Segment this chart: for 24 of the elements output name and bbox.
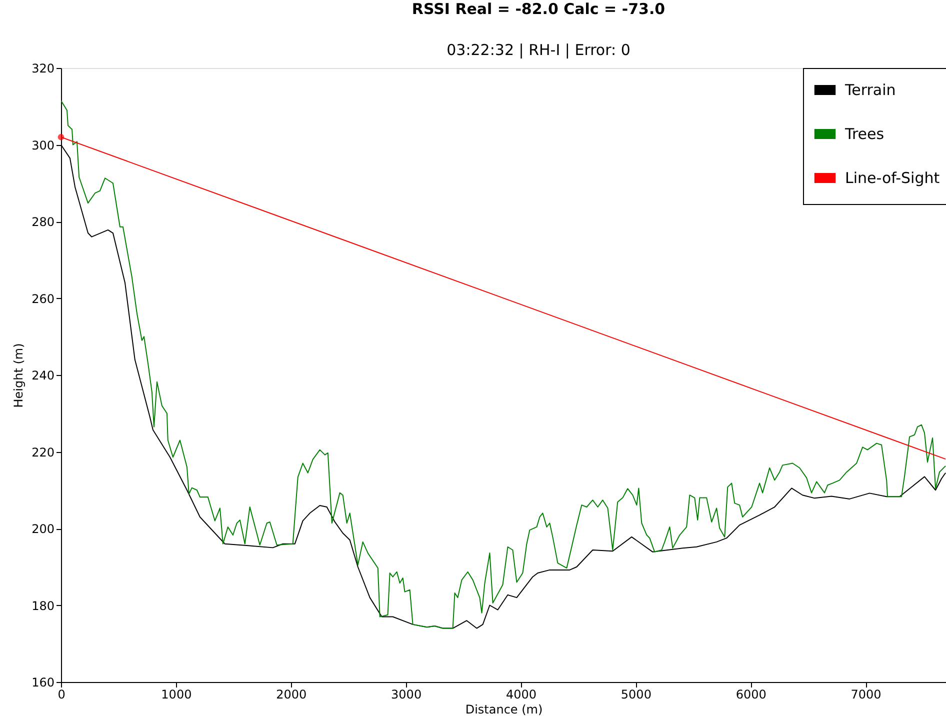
x-tick-label: 7000 (850, 688, 882, 702)
y-tick-label: 260 (32, 292, 54, 306)
chart-subtitle: 03:22:32 | RH-I | Error: 0 (446, 41, 630, 59)
x-tick-label: 6000 (736, 688, 766, 702)
y-tick-label: 200 (32, 522, 54, 536)
x-tick-label: 2000 (276, 688, 307, 702)
chart-title: RSSI Real = -82.0 Calc = -73.0 (412, 0, 666, 18)
y-tick-label: 240 (32, 368, 54, 382)
legend-label: Line-of-Sight (845, 169, 940, 187)
x-tick-label: 0 (58, 688, 66, 702)
y-tick-label: 300 (32, 138, 54, 152)
y-axis-title: Height (m) (12, 343, 26, 408)
x-tick-label: 1000 (161, 688, 192, 702)
y-tick-label: 220 (32, 445, 54, 460)
x-tick-label: 3000 (391, 688, 422, 702)
x-tick-label: 5000 (620, 688, 652, 702)
legend-label: Terrain (844, 81, 896, 99)
y-tick-label: 160 (32, 676, 54, 690)
x-tick-label: 4000 (506, 688, 537, 702)
legend-label: Trees (844, 125, 884, 143)
y-tick-label: 280 (32, 215, 54, 229)
x-axis-title: Distance (m) (465, 702, 543, 716)
y-tick-label: 180 (32, 598, 54, 613)
y-tick-label: 320 (32, 62, 54, 76)
